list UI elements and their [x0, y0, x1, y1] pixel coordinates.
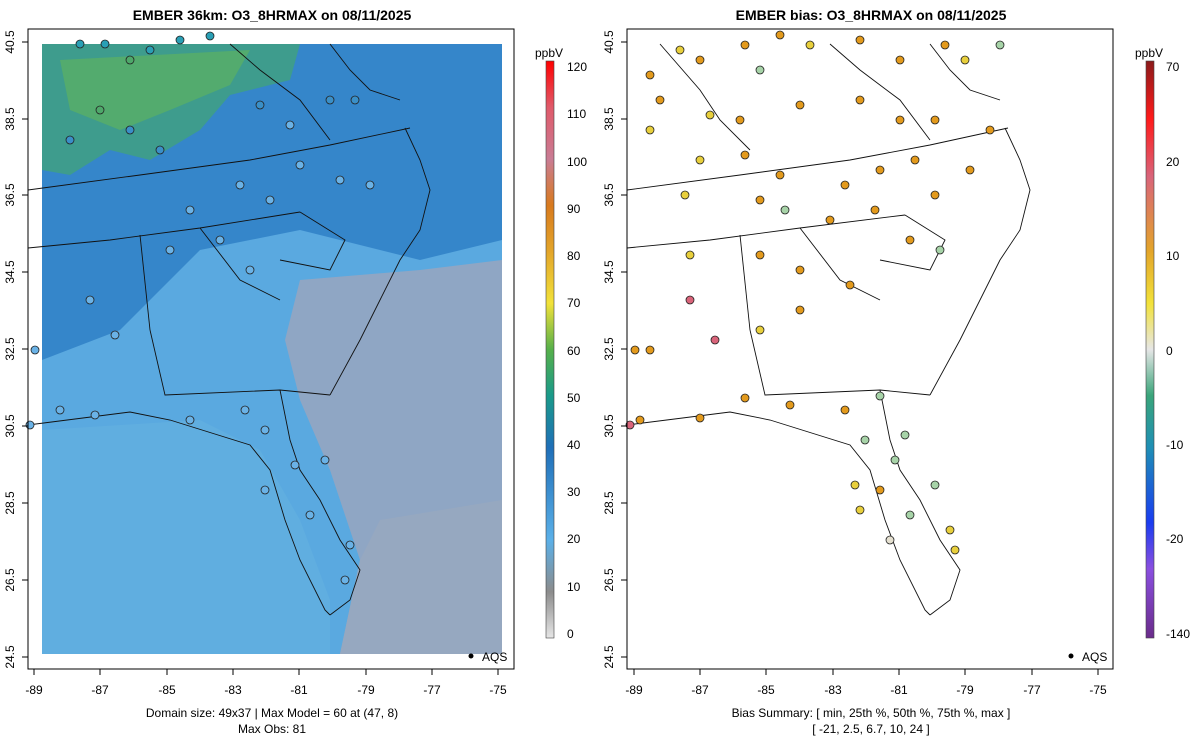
right-ytick: 34.5 [602, 260, 616, 284]
right-colorbar-unit: ppbV [1135, 46, 1163, 60]
left-xtick: -89 [25, 683, 43, 697]
right-ytick: 40.5 [602, 30, 616, 54]
right-colorbar [1145, 60, 1155, 639]
left-colorbar-ticks: 0 10 20 30 40 50 60 70 80 90 100 110 120 [567, 60, 587, 641]
right-cbar-tick: 20 [1166, 155, 1180, 169]
left-ytick: 24.5 [3, 645, 17, 669]
left-ytick: 30.5 [3, 414, 17, 438]
right-ytick: 26.5 [602, 568, 616, 592]
right-aqs-label: AQS [1082, 650, 1107, 664]
right-ytick: 24.5 [602, 645, 616, 669]
right-title: EMBER bias: O3_8HRMAX on 08/11/2025 [736, 7, 1007, 23]
right-cbar-tick: -20 [1166, 532, 1184, 546]
left-ytick: 34.5 [3, 260, 17, 284]
left-xtick: -83 [224, 683, 242, 697]
left-colorbar-unit: ppbV [535, 46, 563, 60]
right-ytick: 28.5 [602, 491, 616, 515]
left-ytick: 36.5 [3, 183, 17, 207]
right-cbar-tick: -10 [1166, 438, 1184, 452]
right-xtick: -83 [824, 683, 842, 697]
left-cbar-tick: 10 [567, 580, 581, 594]
left-xtick: -75 [489, 683, 507, 697]
left-xtick: -77 [423, 683, 441, 697]
left-cbar-tick: 80 [567, 249, 581, 263]
left-title: EMBER 36km: O3_8HRMAX on 08/11/2025 [133, 7, 412, 23]
left-caption-1: Domain size: 49x37 | Max Model = 60 at (… [146, 706, 398, 720]
left-panel: EMBER 36km: O3_8HRMAX on 08/11/2025 [3, 7, 587, 736]
right-boundaries [626, 43, 1031, 616]
right-x-axis [633, 668, 1099, 675]
right-cbar-tick: -140 [1166, 627, 1190, 641]
right-ytick: 36.5 [602, 183, 616, 207]
left-xtick: -81 [290, 683, 308, 697]
right-y-axis [621, 41, 628, 658]
right-xtick: -75 [1089, 683, 1107, 697]
right-ytick: 32.5 [602, 337, 616, 361]
left-cbar-tick: 100 [567, 155, 587, 169]
right-xtick: -81 [890, 683, 908, 697]
right-xtick: -85 [757, 683, 775, 697]
right-x-ticklabels: -89 -87 -85 -83 -81 -79 -77 -75 [625, 683, 1107, 697]
right-caption-1: Bias Summary: [ min, 25th %, 50th %, 75t… [732, 706, 1011, 720]
right-cbar-tick: 70 [1166, 60, 1180, 74]
left-colorbar [545, 60, 555, 639]
left-stations [25, 31, 375, 585]
left-cbar-tick: 90 [567, 202, 581, 216]
left-ytick: 40.5 [3, 30, 17, 54]
right-ytick: 30.5 [602, 414, 616, 438]
left-x-ticklabels: -89 -87 -85 -83 -81 -79 -77 -75 [25, 683, 507, 697]
left-y-ticklabels: 24.5 26.5 28.5 30.5 32.5 34.5 36.5 38.5 … [3, 30, 17, 669]
right-stations [625, 30, 1005, 555]
left-ytick: 28.5 [3, 491, 17, 515]
left-y-axis [22, 41, 29, 658]
left-cbar-tick: 40 [567, 438, 581, 452]
right-cbar-tick: 10 [1166, 249, 1180, 263]
right-cbar-tick: 0 [1166, 344, 1173, 358]
right-xtick: -77 [1023, 683, 1041, 697]
right-xtick: -89 [625, 683, 643, 697]
left-ytick: 26.5 [3, 568, 17, 592]
left-aqs-dot [468, 653, 474, 659]
right-aqs-dot [1068, 653, 1074, 659]
right-ytick: 38.5 [602, 107, 616, 131]
left-aqs-label: AQS [482, 650, 507, 664]
left-cbar-tick: 60 [567, 344, 581, 358]
right-y-ticklabels: 24.5 26.5 28.5 30.5 32.5 34.5 36.5 38.5 … [602, 30, 616, 669]
left-boundaries [27, 43, 431, 616]
left-caption-2: Max Obs: 81 [238, 722, 306, 736]
right-caption-2: [ -21, 2.5, 6.7, 10, 24 ] [812, 722, 929, 736]
left-cbar-tick: 110 [567, 107, 586, 121]
right-panel: EMBER bias: O3_8HRMAX on 08/11/2025 [602, 7, 1190, 736]
right-xtick: -87 [691, 683, 709, 697]
right-xtick: -79 [956, 683, 974, 697]
model-field [42, 44, 502, 654]
left-ytick: 32.5 [3, 337, 17, 361]
left-cbar-tick: 0 [567, 627, 574, 641]
left-cbar-tick: 30 [567, 485, 581, 499]
left-xtick: -87 [91, 683, 109, 697]
left-cbar-tick: 20 [567, 532, 581, 546]
left-xtick: -85 [158, 683, 176, 697]
right-colorbar-ticks: -140 -20 -10 0 10 20 70 [1166, 60, 1190, 641]
left-ytick: 38.5 [3, 107, 17, 131]
left-cbar-tick: 50 [567, 391, 581, 405]
left-xtick: -79 [357, 683, 375, 697]
left-x-axis [33, 668, 499, 675]
left-cbar-tick: 120 [567, 60, 587, 74]
left-cbar-tick: 70 [567, 296, 581, 310]
